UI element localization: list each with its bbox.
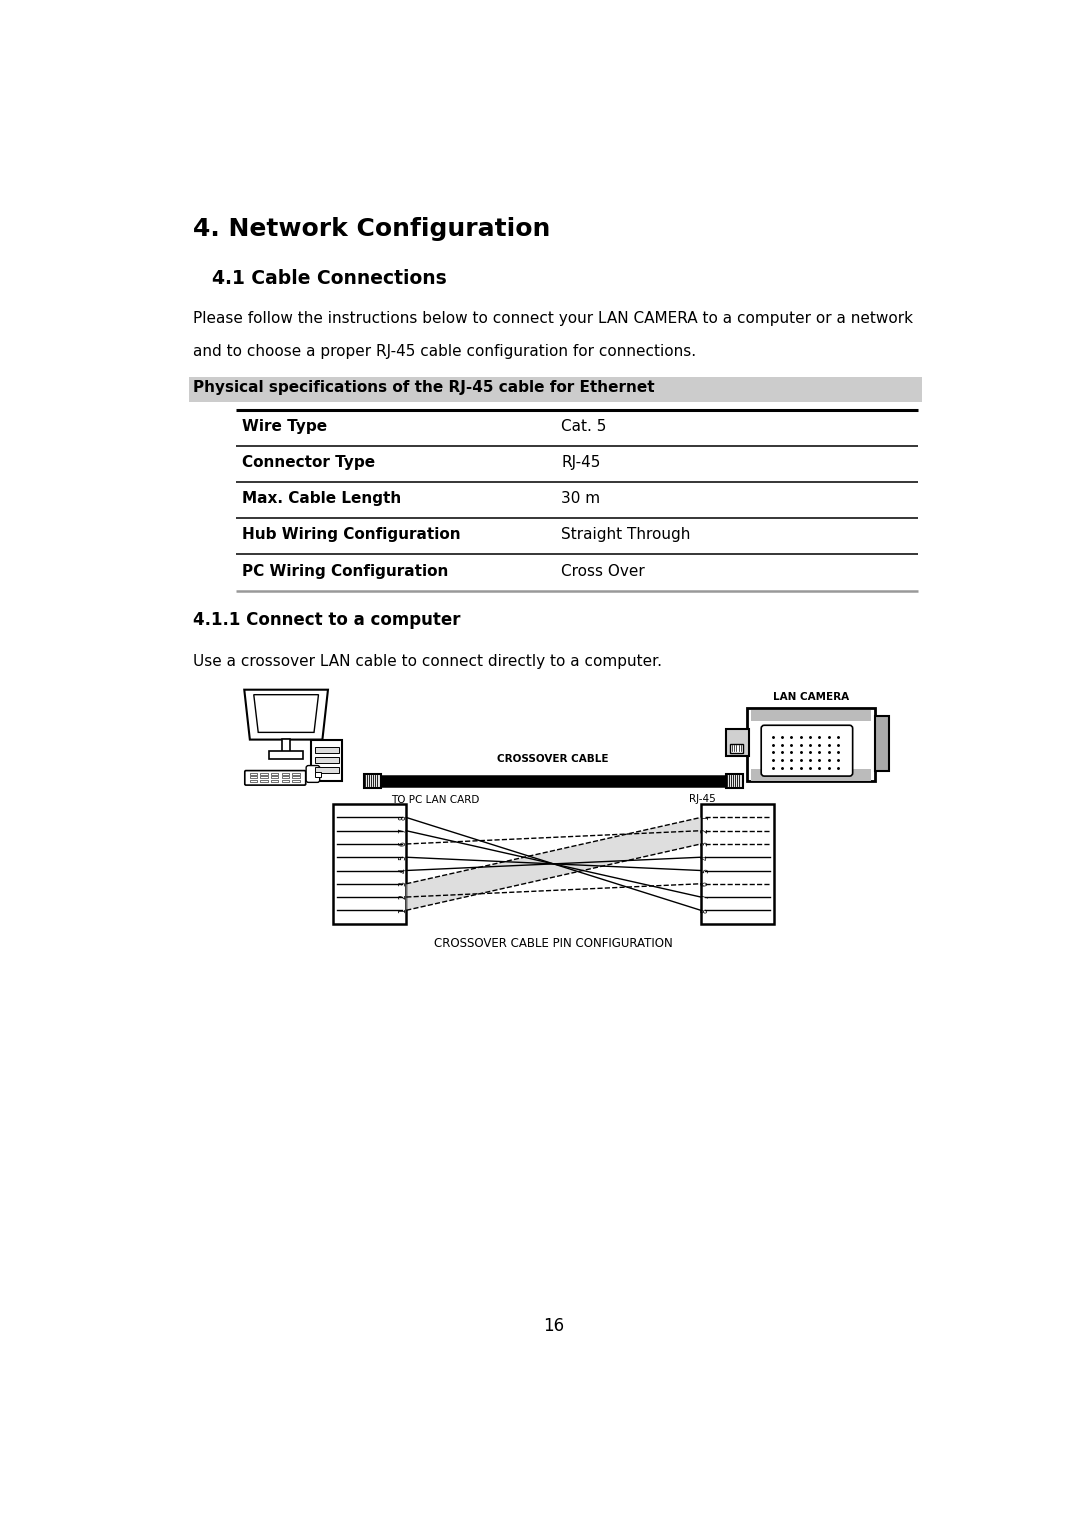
Text: 8: 8 xyxy=(399,816,407,820)
Text: 4: 4 xyxy=(701,855,710,860)
Text: PC Wiring Configuration: PC Wiring Configuration xyxy=(242,564,448,578)
FancyBboxPatch shape xyxy=(761,725,852,776)
Bar xyxy=(260,773,268,776)
Bar xyxy=(282,779,289,782)
Text: RJ-45: RJ-45 xyxy=(689,794,716,803)
Text: CROSSOVER CABLE PIN CONFIGURATION: CROSSOVER CABLE PIN CONFIGURATION xyxy=(434,937,673,950)
Text: 7: 7 xyxy=(701,895,710,900)
Text: Cross Over: Cross Over xyxy=(562,564,645,578)
Text: 6: 6 xyxy=(701,881,710,886)
Bar xyxy=(747,708,875,780)
Text: Hub Wiring Configuration: Hub Wiring Configuration xyxy=(242,527,460,543)
Polygon shape xyxy=(244,690,328,739)
Bar xyxy=(333,805,406,923)
Text: Max. Cable Length: Max. Cable Length xyxy=(242,491,401,506)
Text: 6: 6 xyxy=(399,842,407,846)
Bar xyxy=(260,779,268,782)
Bar xyxy=(751,710,872,722)
Text: 1: 1 xyxy=(701,816,710,820)
Bar xyxy=(314,757,338,763)
Text: Straight Through: Straight Through xyxy=(562,527,690,543)
Bar xyxy=(269,751,302,759)
Text: 8: 8 xyxy=(701,908,710,912)
Polygon shape xyxy=(254,694,319,733)
Text: 30 m: 30 m xyxy=(562,491,600,506)
Bar xyxy=(726,730,748,756)
Text: 2: 2 xyxy=(701,828,710,832)
Bar xyxy=(701,805,774,923)
Text: 7: 7 xyxy=(399,828,407,832)
Text: Connector Type: Connector Type xyxy=(242,455,375,471)
Bar xyxy=(249,773,257,776)
Bar xyxy=(293,776,299,779)
Bar xyxy=(311,739,342,782)
Text: 4.1 Cable Connections: 4.1 Cable Connections xyxy=(213,270,447,288)
Text: Cat. 5: Cat. 5 xyxy=(562,419,607,434)
Bar xyxy=(314,766,338,774)
Text: Wire Type: Wire Type xyxy=(242,419,327,434)
Text: 4: 4 xyxy=(399,868,407,872)
Text: RJ-45: RJ-45 xyxy=(562,455,600,471)
Bar xyxy=(260,776,268,779)
FancyBboxPatch shape xyxy=(306,765,320,782)
Text: and to choose a proper RJ-45 cable configuration for connections.: and to choose a proper RJ-45 cable confi… xyxy=(193,343,697,359)
Text: 5: 5 xyxy=(701,868,710,872)
Bar xyxy=(726,774,743,788)
Text: Physical specifications of the RJ-45 cable for Ethernet: Physical specifications of the RJ-45 cab… xyxy=(193,380,654,396)
Bar xyxy=(189,377,921,402)
Bar xyxy=(314,747,338,753)
Text: Please follow the instructions below to connect your LAN CAMERA to a computer or: Please follow the instructions below to … xyxy=(193,311,913,327)
Bar xyxy=(249,779,257,782)
Text: TO PC LAN CARD: TO PC LAN CARD xyxy=(391,794,480,805)
Bar xyxy=(282,739,291,751)
Text: 4.1.1 Connect to a computer: 4.1.1 Connect to a computer xyxy=(193,612,461,630)
Text: 5: 5 xyxy=(399,855,407,860)
Text: 4. Network Configuration: 4. Network Configuration xyxy=(193,218,551,241)
Text: Use a crossover LAN cable to connect directly to a computer.: Use a crossover LAN cable to connect dir… xyxy=(193,653,662,668)
Bar xyxy=(249,776,257,779)
Polygon shape xyxy=(406,817,701,911)
Text: 3: 3 xyxy=(701,842,710,846)
Text: CROSSOVER CABLE: CROSSOVER CABLE xyxy=(498,754,609,763)
Text: 1: 1 xyxy=(399,908,407,912)
Bar xyxy=(293,773,299,776)
Text: LAN CAMERA: LAN CAMERA xyxy=(772,693,849,702)
Text: 3: 3 xyxy=(399,881,407,886)
Bar xyxy=(282,776,289,779)
Bar xyxy=(875,716,889,771)
Bar xyxy=(271,773,279,776)
Bar xyxy=(271,776,279,779)
Text: 2: 2 xyxy=(399,895,407,900)
FancyBboxPatch shape xyxy=(245,771,306,785)
Bar xyxy=(314,773,321,777)
Bar xyxy=(271,779,279,782)
Bar xyxy=(751,770,872,780)
Text: 16: 16 xyxy=(543,1317,564,1335)
Bar xyxy=(364,774,380,788)
Bar xyxy=(282,773,289,776)
Bar xyxy=(730,744,743,753)
Bar xyxy=(293,779,299,782)
